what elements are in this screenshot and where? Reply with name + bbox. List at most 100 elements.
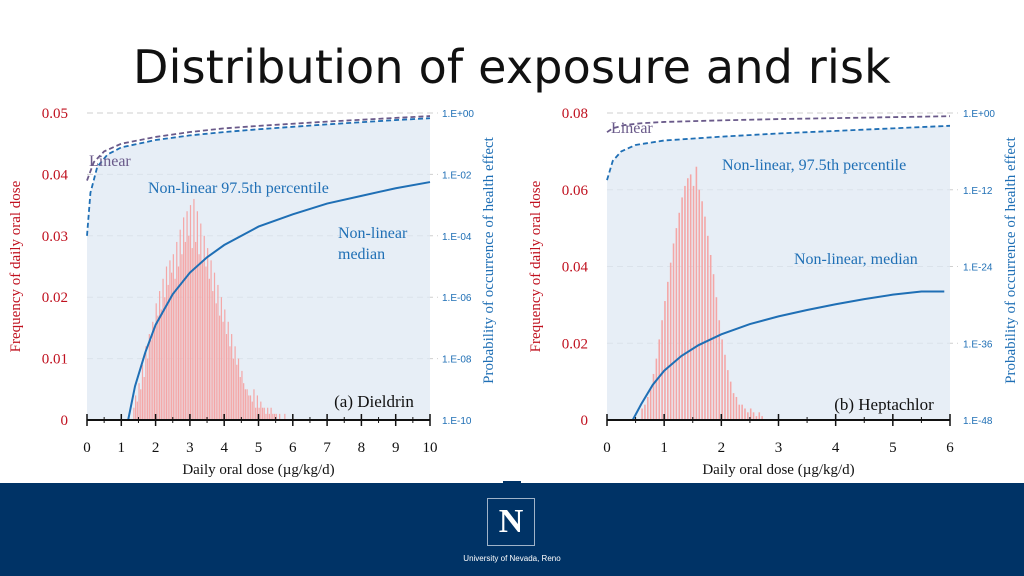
x-tick-label: 10 (423, 440, 438, 456)
y-right-tick-label: 1.E-10 (442, 416, 472, 427)
histogram-bar (744, 408, 746, 420)
x-tick-label: 8 (358, 440, 366, 456)
logo-letter: N (498, 503, 524, 540)
histogram-bar (255, 407, 257, 420)
histogram-bar (183, 217, 185, 420)
x-tick-label: 7 (323, 440, 331, 456)
histogram-bar (672, 243, 675, 420)
x-tick-label: 2 (152, 440, 160, 456)
y-left-tick-label: 0.01 (42, 352, 68, 368)
x-axis-label: Daily oral dose (µg/kg/d) (702, 462, 854, 478)
histogram-bar (251, 401, 253, 420)
histogram-bar (721, 339, 723, 420)
histogram-bar (153, 327, 156, 420)
histogram-bar (141, 364, 144, 420)
curve-annotation: Linear (611, 120, 653, 137)
histogram-bar (284, 413, 286, 420)
y-left-tick-label: 0.03 (42, 229, 68, 245)
y-right-tick-label: 1.E-36 (963, 339, 993, 350)
y-left-tick-label: 0.08 (562, 106, 588, 122)
y-left-tick-label: 0.04 (562, 260, 589, 276)
histogram-bar (761, 416, 763, 420)
histogram-bar (201, 260, 204, 420)
panel-label: (b) Heptachlor (834, 395, 934, 414)
histogram-bar (150, 340, 152, 420)
histogram-bar (661, 320, 663, 420)
linear-curve (86, 115, 431, 181)
histogram-bar (193, 198, 195, 420)
histogram-bar (234, 346, 236, 420)
histogram-bar (732, 393, 735, 420)
histogram-bar (647, 396, 649, 420)
histogram-bar (159, 291, 161, 420)
histogram-bar (177, 266, 180, 420)
histogram-bar (741, 404, 743, 420)
x-tick-label: 1 (118, 440, 126, 456)
histogram-bar (681, 197, 683, 420)
histogram-bar (253, 389, 255, 420)
histogram-bar (220, 297, 222, 420)
histogram-bar (249, 395, 252, 420)
histogram-bar (678, 212, 681, 420)
x-axis-label: Daily oral dose (µg/kg/d) (182, 462, 334, 478)
histogram-bar (267, 407, 269, 420)
percentile-curve (606, 124, 951, 181)
histogram-bar (229, 346, 231, 420)
y-right-axis-label: Probability of occurrence of health effe… (1003, 136, 1019, 384)
footer-tab (503, 481, 521, 485)
histogram-bar (195, 241, 197, 420)
x-tick-label: 3 (775, 440, 783, 456)
y-left-axis-label: Frequency of daily oral dose (8, 180, 24, 352)
histogram-bar (232, 358, 234, 420)
x-tick-label: 4 (832, 440, 840, 456)
histogram-bar (675, 228, 678, 420)
histogram-bar (174, 278, 176, 420)
histogram-bar (160, 309, 162, 420)
curve-annotation: Linear (89, 153, 131, 170)
x-tick-label: 4 (220, 440, 228, 456)
median-curve (631, 290, 945, 421)
y-right-tick-label: 1.E+00 (442, 109, 474, 120)
histogram-bar (729, 381, 732, 420)
histogram-bar (164, 297, 166, 420)
histogram-bar (143, 377, 145, 420)
histogram-bar (157, 315, 159, 420)
histogram-bar (265, 413, 267, 420)
histogram-bar (701, 201, 703, 420)
histogram-bar (167, 284, 169, 420)
histogram-bar (641, 408, 643, 420)
histogram-bar (215, 303, 217, 420)
y-right-tick-label: 1.E-04 (442, 232, 472, 243)
histogram-bar (198, 254, 200, 420)
histogram-bar (724, 354, 726, 420)
curve-annotation: Non-linear, median (794, 251, 918, 268)
y-left-tick-label: 0 (61, 413, 69, 429)
histogram-bar (162, 278, 164, 420)
histogram-bar (644, 404, 646, 420)
y-right-tick-label: 1.E-08 (442, 355, 472, 366)
histogram-bar (738, 404, 741, 420)
histogram-bar (270, 407, 272, 420)
y-right-tick-label: 1.E+00 (963, 109, 995, 120)
histogram-bar (273, 413, 276, 420)
histogram-bar (279, 413, 281, 420)
histogram-bar (712, 274, 715, 420)
y-right-tick-label: 1.E-24 (963, 263, 993, 274)
histogram-bar (196, 211, 198, 420)
histogram-bar (222, 321, 224, 420)
histogram-bar (203, 235, 205, 420)
percentile-curve (86, 117, 431, 236)
histogram-bar (231, 334, 233, 420)
histogram-bar (138, 383, 140, 420)
histogram-bar (669, 262, 672, 420)
histogram-bar (263, 407, 265, 420)
histogram-bar (219, 315, 221, 420)
y-left-tick-label: 0 (581, 413, 589, 429)
histogram-bar (200, 223, 202, 420)
histogram-bar (191, 248, 193, 420)
histogram-bar (133, 407, 135, 420)
histogram-bar (755, 416, 758, 420)
x-tick-label: 0 (83, 440, 91, 456)
histogram-bar (649, 389, 652, 420)
linear-curve (606, 115, 951, 133)
